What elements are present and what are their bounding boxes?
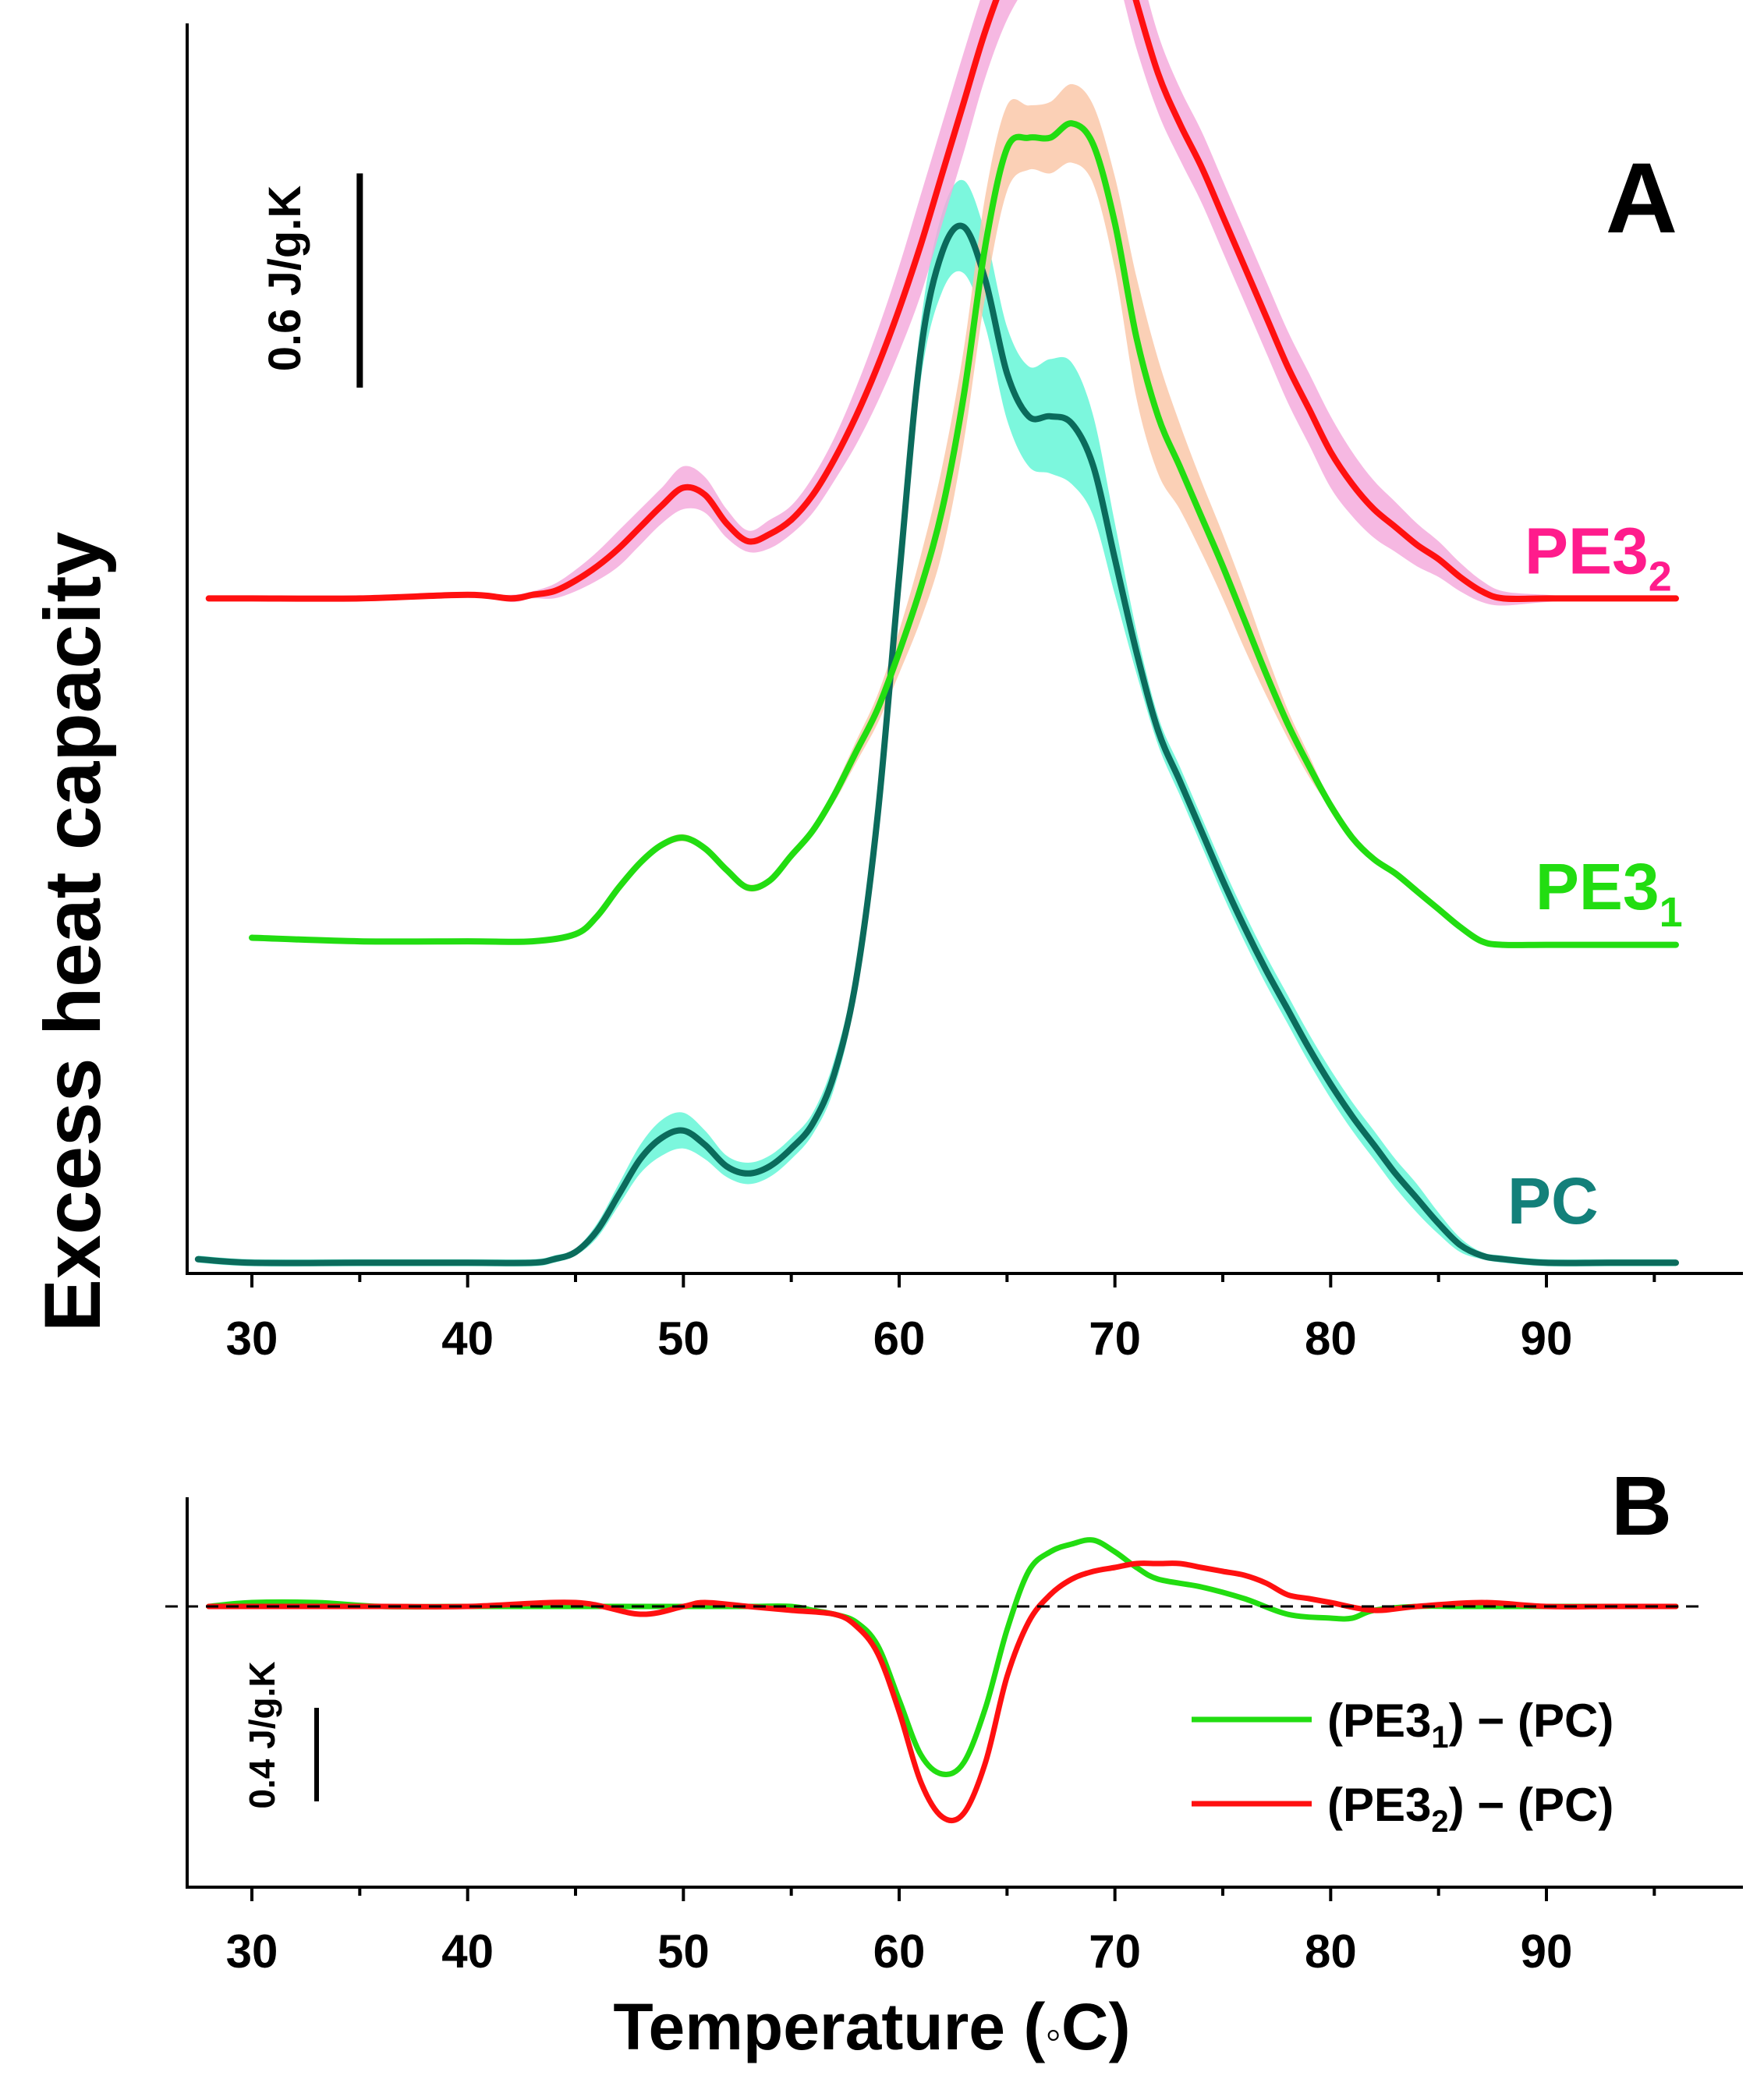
x-tick-label-70: 70 <box>1089 1312 1141 1365</box>
x-tick-label-40: 40 <box>441 1925 494 1978</box>
panel-b-scale-bar: 0.4 J/g.K <box>242 1661 319 1809</box>
degree-symbol: ◦ <box>1045 2009 1061 2060</box>
legend-label-2: (PE32) − (PC) <box>1327 1779 1613 1839</box>
line-pc <box>194 222 1679 1266</box>
scale-bar-a-label: 0.6 J/g.K <box>260 186 310 372</box>
series-label-pe3-2: PE32 <box>1525 514 1672 600</box>
x-tick-label-70: 70 <box>1089 1925 1141 1978</box>
x-tick-label-30: 30 <box>226 1925 278 1978</box>
diff-line-2 <box>206 1560 1679 1823</box>
series-label-text: PE3 <box>1536 850 1660 923</box>
x-axis-label: Temperature (◦C) <box>613 1990 1130 2063</box>
panel-a-label: A <box>1606 143 1677 254</box>
series-label-pe3-1: PE31 <box>1536 850 1683 936</box>
x-tick-label-90: 90 <box>1521 1312 1573 1365</box>
legend-tail: ) − (PC) <box>1449 1695 1614 1747</box>
x-tick-label-30: 30 <box>226 1312 278 1365</box>
x-tick-label-60: 60 <box>873 1312 926 1365</box>
x-tick-label-80: 80 <box>1305 1925 1357 1978</box>
legend-subscript: 2 <box>1431 1805 1448 1839</box>
series-label-subscript: 1 <box>1660 889 1683 936</box>
panel-b-legend: (PE31) − (PC)(PE32) − (PC) <box>1192 1695 1613 1839</box>
series-label-text: PC <box>1507 1164 1599 1238</box>
x-axis-label-close: ) <box>1109 1990 1131 2063</box>
x-tick-label-40: 40 <box>441 1312 494 1365</box>
x-axis-unit: C <box>1061 1990 1109 2063</box>
legend-label-1: (PE31) − (PC) <box>1327 1695 1613 1755</box>
legend-text: (PE3 <box>1327 1695 1431 1747</box>
y-axis-label: Excess heat capacity <box>28 532 117 1333</box>
panel-a-lines <box>194 0 1679 1266</box>
line-pe3-1 <box>249 120 1679 948</box>
x-tick-label-50: 50 <box>657 1925 710 1978</box>
panel-a-scale-bar: 0.6 J/g.K <box>260 173 363 388</box>
legend-tail: ) − (PC) <box>1449 1779 1614 1831</box>
legend-subscript: 1 <box>1431 1720 1448 1755</box>
line-pe3-2 <box>205 0 1679 603</box>
x-tick-label-60: 60 <box>873 1925 926 1978</box>
x-tick-label-80: 80 <box>1305 1312 1357 1365</box>
legend-text: (PE3 <box>1327 1779 1431 1831</box>
panel-b: 30 40 50 60 70 80 90 0.4 J/g.K (PE31) − (PC)(P… <box>165 1458 1743 1978</box>
x-tick-label-90: 90 <box>1521 1925 1573 1978</box>
scale-bar-b-label: 0.4 J/g.K <box>242 1661 282 1808</box>
series-label-pc: PC <box>1507 1164 1599 1238</box>
panel-a-axes <box>186 23 1743 1275</box>
series-label-subscript: 2 <box>1649 553 1672 600</box>
series-label-text: PE3 <box>1525 514 1649 587</box>
panel-a-ticks: 30 40 50 60 70 80 90 <box>226 1273 1656 1365</box>
x-axis-label-text: Temperature ( <box>613 1990 1045 2063</box>
panel-b-axes <box>165 1497 1743 1889</box>
band-pc <box>197 179 1676 1267</box>
panel-b-ticks: 30 40 50 60 70 80 90 <box>226 1887 1656 1978</box>
panel-b-label: B <box>1611 1458 1672 1553</box>
x-tick-label-50: 50 <box>657 1312 710 1365</box>
